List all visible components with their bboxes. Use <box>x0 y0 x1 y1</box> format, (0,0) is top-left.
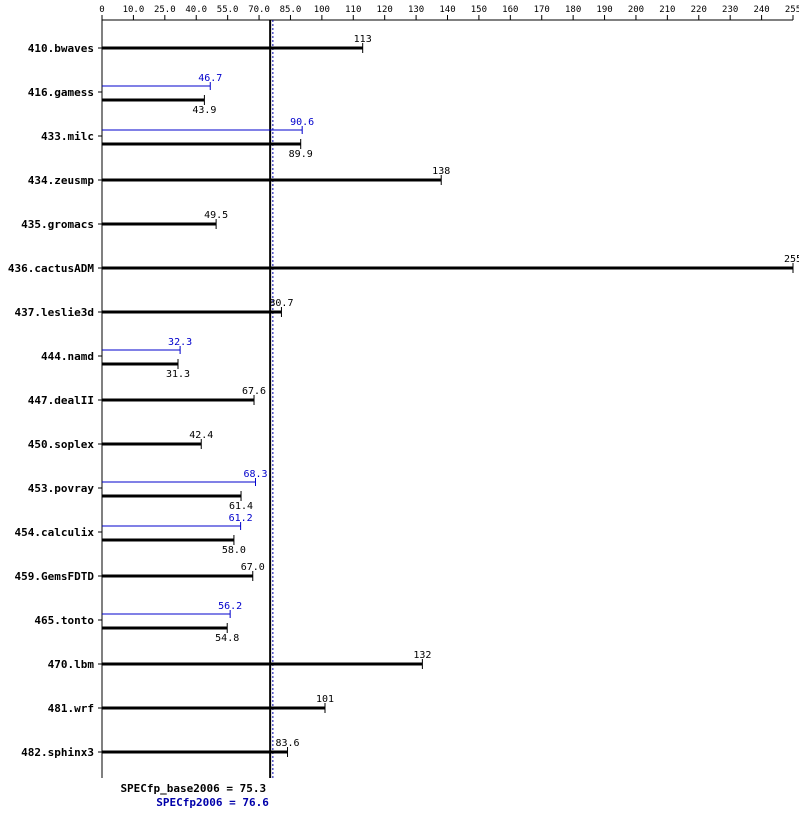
axis-tick-label: 55.0 <box>217 5 239 15</box>
base-value: 54.8 <box>215 633 239 644</box>
benchmark-name: 470.lbm <box>48 658 95 671</box>
base-value: 42.4 <box>189 430 213 441</box>
reference-label: SPECfp2006 = 76.6 <box>156 796 269 809</box>
reference-label: SPECfp_base2006 = 75.3 <box>120 782 266 795</box>
axis-tick-label: 40.0 <box>185 5 207 15</box>
base-value: 43.9 <box>192 105 216 116</box>
axis-tick-label: 140 <box>439 5 455 15</box>
benchmark-name: 482.sphinx3 <box>21 746 94 759</box>
base-value: 31.3 <box>166 369 190 380</box>
axis-tick-label: 130 <box>408 5 424 15</box>
axis-tick-label: 160 <box>502 5 518 15</box>
peak-value: 46.7 <box>198 73 222 84</box>
benchmark-name: 435.gromacs <box>21 218 94 231</box>
benchmark-name: 481.wrf <box>48 702 94 715</box>
axis-tick-label: 70.0 <box>248 5 270 15</box>
axis-tick-label: 220 <box>691 5 707 15</box>
base-value: 58.0 <box>222 545 246 556</box>
axis-tick-label: 85.0 <box>280 5 302 15</box>
axis-tick-label: 170 <box>534 5 550 15</box>
axis-tick-label: 100 <box>314 5 330 15</box>
axis-tick-label: 110 <box>345 5 361 15</box>
axis-tick-label: 25.0 <box>154 5 176 15</box>
base-value: 61.4 <box>229 501 253 512</box>
peak-value: 56.2 <box>218 601 242 612</box>
base-value: 49.5 <box>204 210 228 221</box>
base-value: 83.6 <box>275 738 299 749</box>
axis-tick-label: 0 <box>99 5 104 15</box>
axis-tick-label: 255 <box>785 5 799 15</box>
base-value: 113 <box>354 34 372 45</box>
peak-value: 90.6 <box>290 117 314 128</box>
benchmark-name: 416.gamess <box>28 86 94 99</box>
benchmark-name: 433.milc <box>41 130 94 143</box>
benchmark-name: 454.calculix <box>15 526 95 539</box>
base-value: 89.9 <box>289 149 313 160</box>
benchmark-name: 410.bwaves <box>28 42 94 55</box>
axis-tick-label: 120 <box>377 5 393 15</box>
axis-tick-label: 150 <box>471 5 487 15</box>
benchmark-name: 434.zeusmp <box>28 174 95 187</box>
base-value: 132 <box>413 650 431 661</box>
axis-tick-label: 190 <box>596 5 612 15</box>
base-value: 101 <box>316 694 334 705</box>
benchmark-name: 444.namd <box>41 350 94 363</box>
benchmark-name: 453.povray <box>28 482 95 495</box>
base-value: 138 <box>432 166 450 177</box>
peak-value: 32.3 <box>168 337 192 348</box>
peak-value: 68.3 <box>243 469 267 480</box>
axis-tick-label: 230 <box>722 5 738 15</box>
base-value: 67.0 <box>241 562 265 573</box>
benchmark-name: 465.tonto <box>34 614 94 627</box>
axis-tick-label: 10.0 <box>123 5 145 15</box>
axis-tick-label: 200 <box>628 5 644 15</box>
axis-tick-label: 180 <box>565 5 581 15</box>
benchmark-name: 459.GemsFDTD <box>15 570 95 583</box>
base-value: 80.7 <box>269 298 293 309</box>
benchmark-name: 437.leslie3d <box>15 306 94 319</box>
axis-tick-label: 240 <box>753 5 769 15</box>
benchmark-name: 436.cactusADM <box>8 262 94 275</box>
benchmark-name: 447.dealII <box>28 394 94 407</box>
peak-value: 61.2 <box>229 513 253 524</box>
axis-tick-label: 210 <box>659 5 675 15</box>
benchmark-name: 450.soplex <box>28 438 95 451</box>
spec-chart: 0 10.0 25.0 40.0 55.0 70.0 85.0 100 110 120 130 140… <box>0 0 799 831</box>
base-value: 67.6 <box>242 386 266 397</box>
base-value: 255 <box>784 254 799 265</box>
